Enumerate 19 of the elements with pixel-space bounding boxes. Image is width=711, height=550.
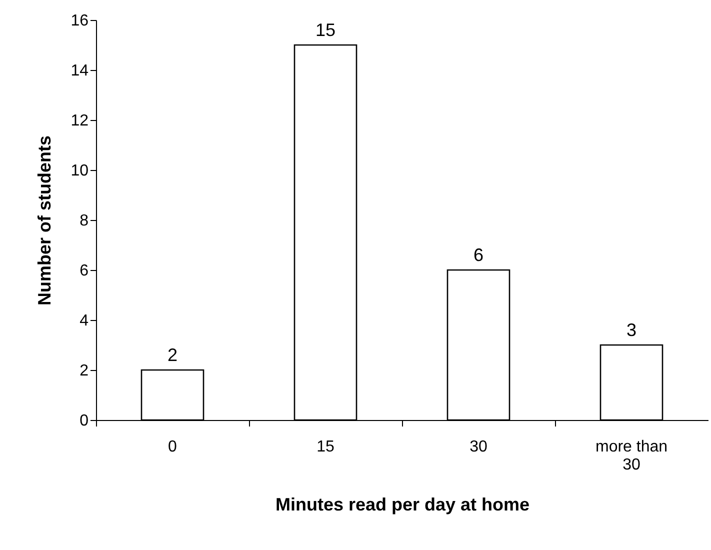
data-label: 6 [473, 245, 484, 265]
x-axis-title: Minutes read per day at home [275, 494, 530, 514]
y-tick-label: 16 [70, 12, 89, 30]
y-tick-label: 4 [80, 312, 89, 330]
x-tick-label: more than 30 [595, 438, 668, 474]
y-tick-label: 10 [70, 162, 89, 180]
x-tick-label: 0 [168, 438, 178, 456]
data-label: 2 [167, 345, 178, 365]
y-tick-label: 2 [80, 362, 89, 380]
x-tick-label: 30 [470, 438, 488, 456]
data-label: 15 [315, 20, 336, 40]
data-label: 3 [626, 320, 637, 340]
y-tick-label: 12 [70, 112, 89, 130]
y-tick-label: 6 [80, 262, 89, 280]
y-tick-label: 8 [80, 212, 89, 230]
y-tick-label: 14 [70, 62, 89, 80]
y-tick-label: 0 [80, 412, 89, 430]
x-tick-label: 15 [316, 438, 334, 456]
y-axis-title: Number of students [34, 135, 55, 306]
